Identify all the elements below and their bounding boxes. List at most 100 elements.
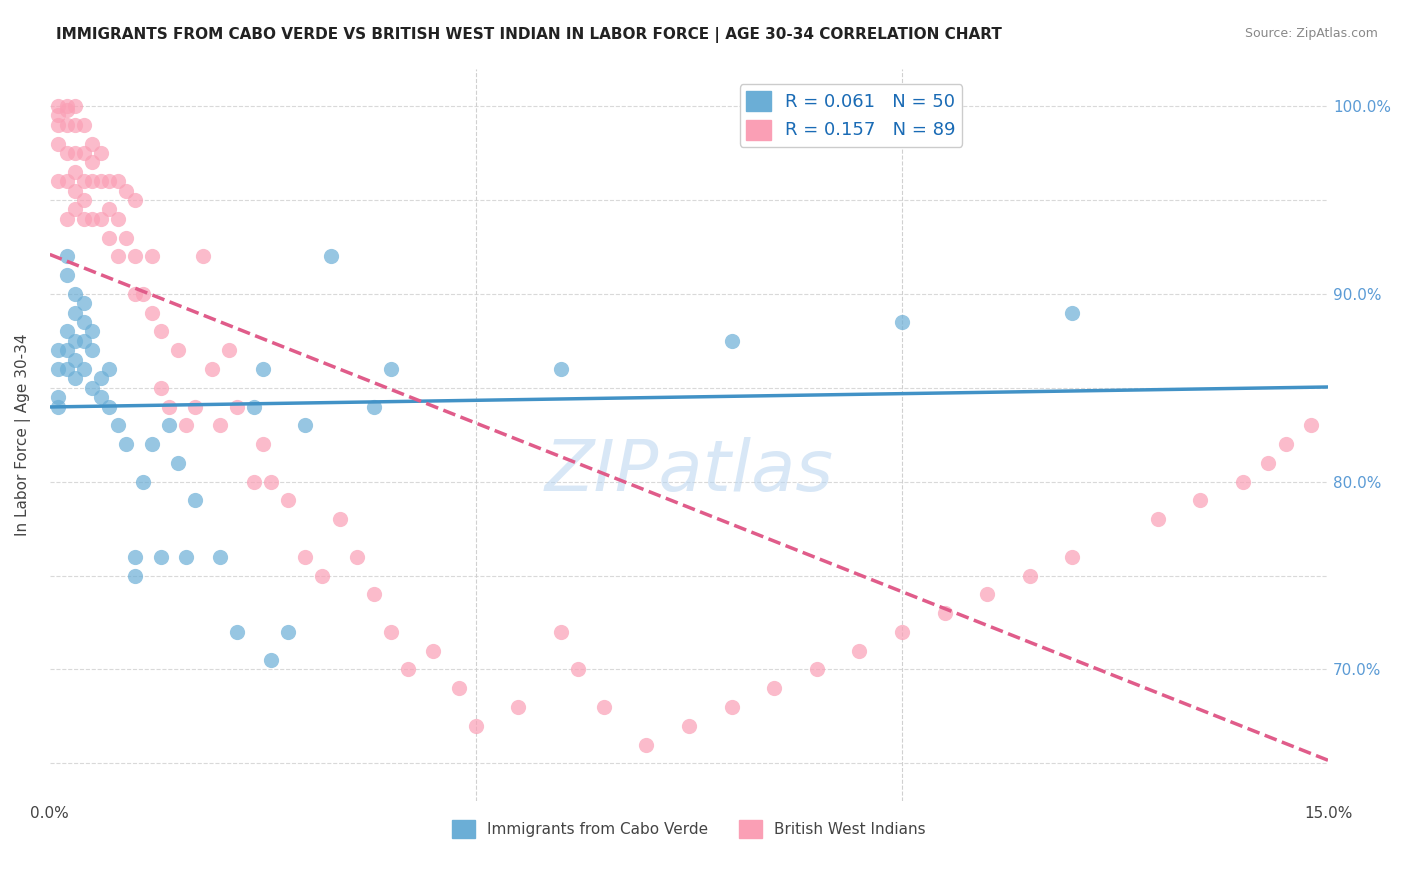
Point [56,211,79,226]
Point [363,587,385,601]
Point [447,681,470,696]
Point [46,400,69,414]
Point [243,400,266,414]
Point [65,165,87,179]
Point [1018,568,1040,582]
Point [65,352,87,367]
Point [891,624,914,639]
Point [1146,512,1168,526]
Point [157,418,180,433]
Point [46,99,69,113]
Point [636,738,658,752]
Point [294,418,316,433]
Point [73,174,96,188]
Point [380,362,402,376]
Point [73,296,96,310]
Point [132,286,155,301]
Point [209,549,232,564]
Point [82,325,104,339]
Point [1189,493,1212,508]
Point [56,146,79,161]
Point [56,118,79,132]
Point [46,108,69,122]
Point [46,118,69,132]
Point [422,643,444,657]
Point [124,193,146,207]
Point [46,362,69,376]
Point [550,624,572,639]
Point [891,315,914,329]
Point [56,343,79,358]
Point [209,418,232,433]
Point [115,184,138,198]
Point [56,174,79,188]
Point [763,681,786,696]
Point [65,305,87,319]
Point [65,286,87,301]
Point [226,624,249,639]
Point [567,662,589,676]
Point [90,390,112,404]
Point [166,343,188,358]
Point [149,325,172,339]
Point [98,362,121,376]
Point [141,437,163,451]
Point [82,174,104,188]
Point [201,362,224,376]
Point [46,174,69,188]
Point [107,418,129,433]
Point [73,362,96,376]
Point [65,118,87,132]
Point [346,549,368,564]
Point [65,146,87,161]
Point [720,334,742,348]
Point [107,211,129,226]
Point [82,136,104,151]
Point [115,230,138,244]
Point [848,643,870,657]
Point [1257,456,1279,470]
Point [183,493,205,508]
Point [464,719,486,733]
Point [65,202,87,217]
Point [277,624,299,639]
Point [294,549,316,564]
Point [166,456,188,470]
Point [46,343,69,358]
Point [73,146,96,161]
Point [132,475,155,489]
Point [90,211,112,226]
Point [73,315,96,329]
Point [82,343,104,358]
Point [592,700,614,714]
Point [65,334,87,348]
Point [311,568,333,582]
Point [550,362,572,376]
Point [56,268,79,282]
Point [226,400,249,414]
Point [56,99,79,113]
Point [218,343,240,358]
Point [720,700,742,714]
Point [65,371,87,385]
Point [82,155,104,169]
Point [107,174,129,188]
Point [124,286,146,301]
Point [124,249,146,263]
Point [1274,437,1296,451]
Point [252,362,274,376]
Point [191,249,214,263]
Point [46,136,69,151]
Point [98,202,121,217]
Point [124,549,146,564]
Point [243,475,266,489]
Point [56,362,79,376]
Point [976,587,998,601]
Point [678,719,700,733]
Point [46,390,69,404]
Point [1299,418,1322,433]
Point [98,174,121,188]
Point [319,249,342,263]
Point [98,230,121,244]
Point [260,475,283,489]
